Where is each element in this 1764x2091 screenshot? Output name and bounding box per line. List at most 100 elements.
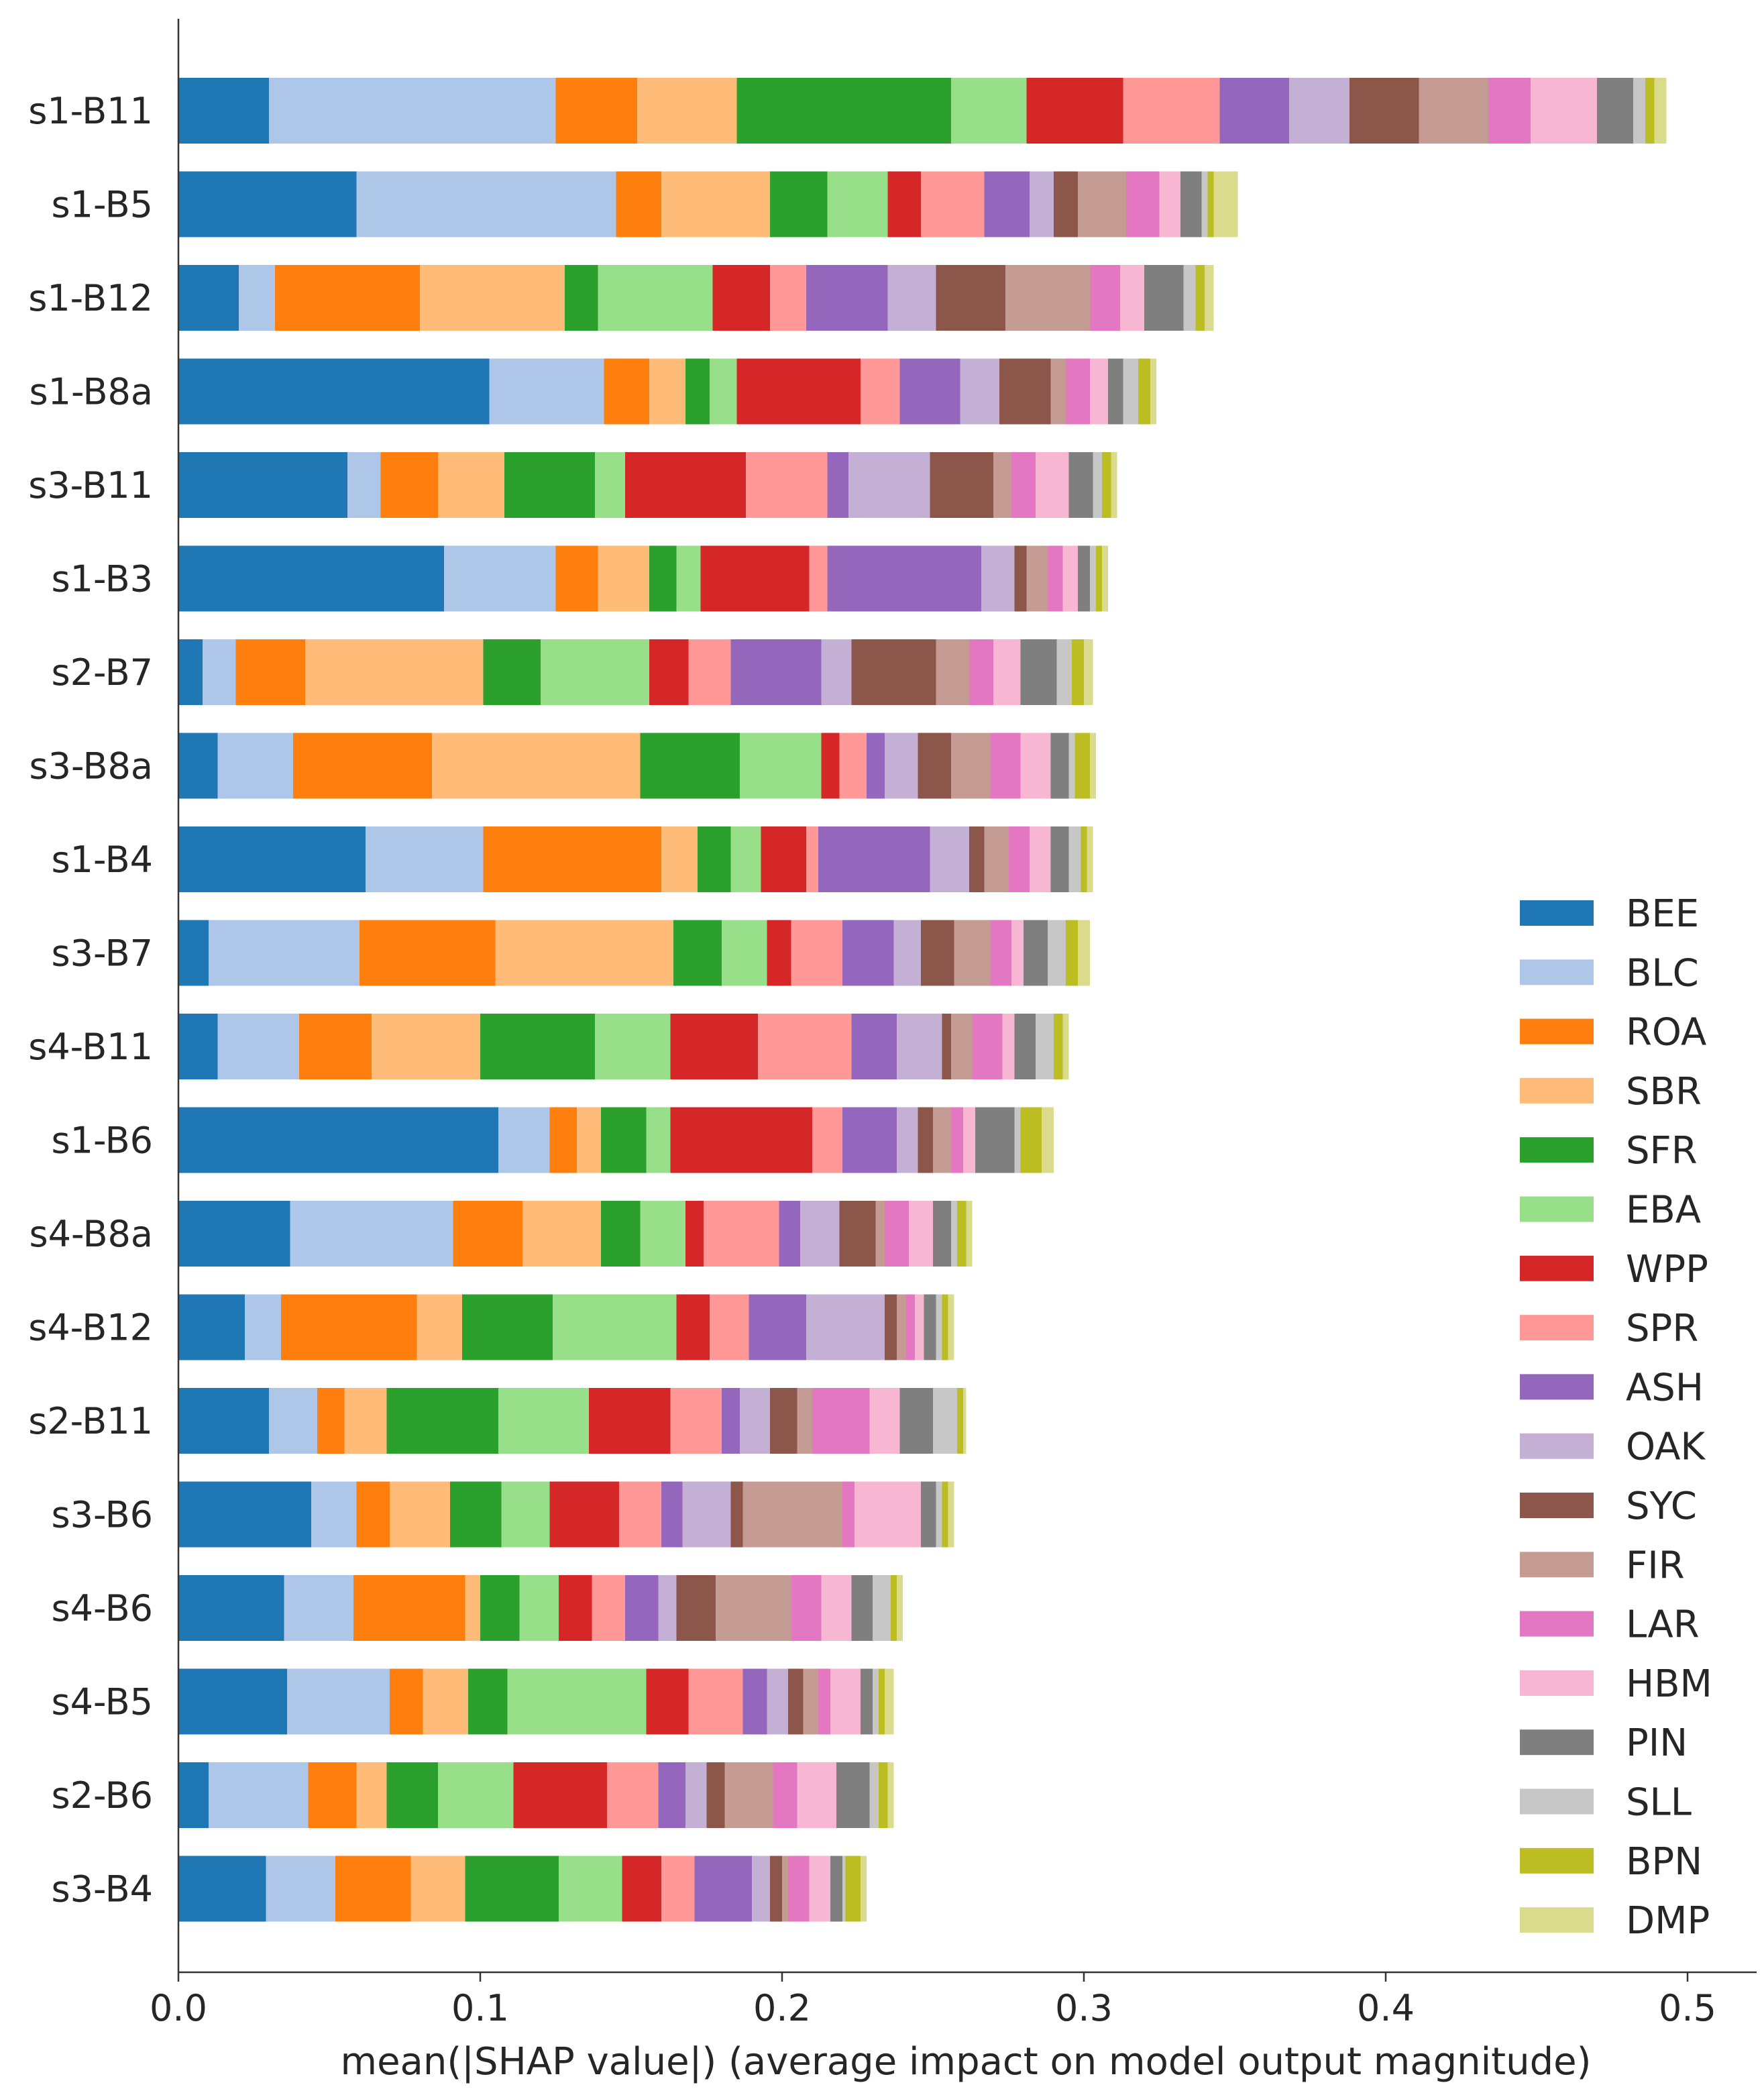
bar-segment-bee-s3-b7 <box>178 920 209 986</box>
bar-segment-hbm-s1-b4 <box>1030 826 1051 892</box>
bar-segment-spr-s1-b8a <box>861 358 900 425</box>
bar-segment-sll-s4-b5 <box>873 1668 879 1735</box>
bar-segment-bpn-s3-b8a <box>1074 733 1090 799</box>
bar-segment-sll-s4-b6 <box>873 1575 891 1641</box>
bar-segment-syc-s4-b5 <box>788 1668 804 1735</box>
bar-segment-bpn-s1-b4 <box>1081 826 1087 892</box>
bar-segment-dmp-s2-b11 <box>963 1388 967 1454</box>
bar-segment-lar-s3-b7 <box>990 920 1011 986</box>
bar-segment-blc-s4-b5 <box>287 1668 390 1735</box>
y-tick-label: s4-B6 <box>52 1587 153 1629</box>
legend-label-sfr: SFR <box>1626 1129 1698 1173</box>
y-tick-label: s3-B11 <box>28 464 153 506</box>
bar-segment-syc-s1-b4 <box>969 826 985 892</box>
y-tick-label: s3-B7 <box>52 932 153 975</box>
bar-segment-sbr-s3-b6 <box>390 1481 450 1548</box>
bar-segment-lar-s1-b8a <box>1066 358 1090 425</box>
bar-segment-fir-s3-b6 <box>742 1481 842 1548</box>
bar-segment-roa-s2-b11 <box>317 1388 345 1454</box>
bar-segment-sbr-s4-b5 <box>423 1668 468 1735</box>
bar-segment-hbm-s1-b3 <box>1062 545 1078 612</box>
bar-segment-spr-s1-b11 <box>1123 78 1220 144</box>
legend-swatch-oak <box>1520 1433 1594 1459</box>
bar-segment-bpn-s4-b11 <box>1054 1014 1063 1079</box>
bar-segment-sbr-s4-b12 <box>417 1294 462 1360</box>
bar-segment-blc-s3-b8a <box>217 733 293 799</box>
bar-segment-bpn-s1-b8a <box>1138 358 1150 425</box>
bar-segment-sfr-s1-b8a <box>685 358 710 425</box>
bar-segment-lar-s1-b3 <box>1048 545 1063 612</box>
bar-segment-hbm-s2-b7 <box>993 639 1021 705</box>
bar-segment-oak-s1-b6 <box>897 1107 918 1173</box>
bar-segment-bpn-s1-b12 <box>1195 265 1205 331</box>
bar-segment-ash-s3-b7 <box>842 920 894 986</box>
bar-segment-sfr-s1-b3 <box>649 545 677 612</box>
bar-segment-oak-s2-b11 <box>740 1388 770 1454</box>
bar-segment-ash-s1-b12 <box>806 265 888 331</box>
bar-segment-hbm-s3-b6 <box>855 1481 921 1548</box>
y-tick-label: s2-B11 <box>28 1400 153 1442</box>
bar-segment-oak-s4-b11 <box>897 1014 942 1079</box>
bar-segment-sbr-s3-b8a <box>432 733 641 799</box>
bar-segment-sbr-s2-b11 <box>344 1388 387 1454</box>
x-axis: 0.0 0.1 0.2 0.3 0.4 0.5 <box>150 19 1757 2029</box>
bar-segment-sll-s3-b11 <box>1093 452 1102 518</box>
bar-segment-spr-s2-b11 <box>670 1388 722 1454</box>
bar-segment-eba-s2-b6 <box>438 1762 514 1828</box>
bar-segment-bpn-s1-b3 <box>1096 545 1102 612</box>
bar-segment-dmp-s4-b5 <box>885 1668 894 1735</box>
bar-segment-sll-s4-b11 <box>1036 1014 1054 1079</box>
legend-label-sll: SLL <box>1626 1781 1692 1825</box>
bar-segment-roa-s4-b8a <box>453 1201 522 1267</box>
bar-segment-roa-s1-b6 <box>549 1107 577 1173</box>
bar-segment-oak-s3-b4 <box>752 1856 770 1922</box>
bar-segment-sfr-s2-b11 <box>386 1388 498 1454</box>
bar-segment-sfr-s1-b12 <box>565 265 598 331</box>
bar-segment-pin-s3-b8a <box>1050 733 1069 799</box>
bar-segment-syc-s2-b7 <box>851 639 936 705</box>
y-tick-label: s1-B3 <box>52 558 153 600</box>
y-tick-labels: s1-B11 s1-B5 s1-B12 s1-B8a s3-B11 s1-B3 s2-B7 s… <box>28 90 153 1911</box>
bar-segment-bee-s3-b11 <box>178 452 347 518</box>
bar-segment-wpp-s1-b6 <box>670 1107 812 1173</box>
bar-segment-spr-s1-b6 <box>812 1107 842 1173</box>
y-tick-label: s4-B8a <box>29 1213 153 1255</box>
legend-swatch-sbr <box>1520 1077 1594 1104</box>
y-tick-label: s2-B7 <box>52 651 153 694</box>
bar-segment-lar-s2-b7 <box>969 639 993 705</box>
y-tick-label: s2-B6 <box>52 1774 153 1817</box>
bar-segment-sbr-s1-b12 <box>420 265 565 331</box>
bar-segment-pin-s1-b4 <box>1050 826 1069 892</box>
legend-swatch-wpp <box>1520 1255 1594 1281</box>
x-axis-title: mean(|SHAP value|) (average impact on mo… <box>341 2040 1592 2084</box>
bar-segment-roa-s3-b4 <box>335 1856 411 1922</box>
bar-segment-syc-s4-b8a <box>839 1201 876 1267</box>
bar-segment-blc-s4-b8a <box>290 1201 453 1267</box>
bar-segment-bee-s3-b4 <box>178 1856 266 1922</box>
bar-segment-dmp-s3-b6 <box>948 1481 954 1548</box>
bar-segment-wpp-s1-b8a <box>736 358 861 425</box>
bar-segment-ash-s2-b6 <box>658 1762 685 1828</box>
bar-segment-hbm-s4-b5 <box>830 1668 861 1735</box>
bar-segment-bpn-s4-b6 <box>891 1575 897 1641</box>
bar-segment-wpp-s3-b4 <box>622 1856 661 1922</box>
bar-segment-spr-s1-b4 <box>806 826 818 892</box>
bar-segment-wpp-s4-b12 <box>676 1294 710 1360</box>
bar-segment-sfr-s2-b7 <box>483 639 541 705</box>
bar-segment-spr-s4-b8a <box>704 1201 779 1267</box>
bar-segment-pin-s1-b5 <box>1180 171 1202 237</box>
bar-segment-sbr-s4-b11 <box>372 1014 480 1079</box>
bar-segment-oak-s3-b11 <box>848 452 930 518</box>
bar-segment-syc-s4-b12 <box>885 1294 897 1360</box>
legend-swatch-ash <box>1520 1374 1594 1400</box>
bar-segment-blc-s4-b6 <box>284 1575 353 1641</box>
bar-segment-dmp-s3-b4 <box>861 1856 867 1922</box>
bar-segment-blc-s4-b11 <box>217 1014 299 1079</box>
bar-segment-ash-s1-b11 <box>1219 78 1289 144</box>
bar-segment-pin-s2-b7 <box>1020 639 1057 705</box>
bar-segment-fir-s3-b4 <box>782 1856 788 1922</box>
bar-segment-pin-s4-b5 <box>861 1668 873 1735</box>
y-tick-label: s3-B6 <box>52 1494 153 1536</box>
bar-segment-fir-s4-b12 <box>897 1294 906 1360</box>
bar-segment-eba-s4-b5 <box>507 1668 647 1735</box>
